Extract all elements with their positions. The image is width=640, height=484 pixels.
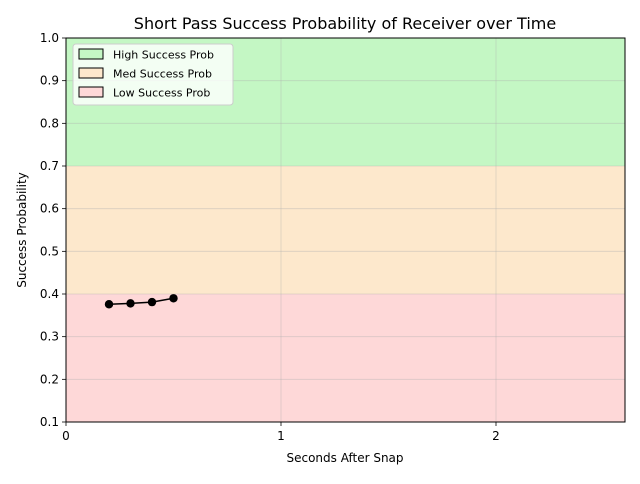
data-point bbox=[104, 300, 114, 309]
y-tick-label: 1.0 bbox=[40, 31, 59, 45]
legend-swatch-med bbox=[78, 67, 104, 79]
y-tick-label: 0.9 bbox=[40, 74, 59, 88]
series-line bbox=[108, 297, 174, 305]
data-point bbox=[169, 294, 178, 303]
legend-label-high: High Success Prob bbox=[113, 49, 214, 62]
x-axis-label: Seconds After Snap bbox=[286, 451, 403, 465]
background-bands bbox=[66, 38, 625, 422]
legend-label-low: Low Success Prob bbox=[113, 87, 210, 100]
y-tick-label: 0.6 bbox=[40, 202, 59, 216]
y-tick-label: 0.2 bbox=[40, 372, 59, 386]
y-tick-label: 0.3 bbox=[40, 330, 59, 344]
y-tick-label: 0.1 bbox=[40, 415, 59, 429]
y-axis-ticks: 0.1 0.2 0.3 0.4 0.5 0.6 0.7 0.8 0.9 1.0 bbox=[40, 31, 66, 429]
legend-swatch-low bbox=[78, 86, 104, 98]
y-axis-label: Success Probability bbox=[15, 172, 29, 288]
data-series bbox=[104, 294, 178, 309]
legend: High Success Prob Med Success Prob Low S… bbox=[72, 43, 234, 106]
data-point bbox=[126, 299, 135, 308]
x-tick-label: 1 bbox=[277, 429, 285, 443]
y-tick-label: 0.8 bbox=[40, 116, 59, 130]
legend-swatch-high bbox=[78, 48, 104, 60]
data-point bbox=[147, 297, 157, 307]
x-tick-label: 0 bbox=[62, 429, 70, 443]
y-tick-label: 0.5 bbox=[40, 244, 59, 258]
x-tick-label: 2 bbox=[492, 429, 500, 443]
band-1 bbox=[66, 166, 625, 294]
plot-frame bbox=[65, 37, 626, 423]
y-tick-label: 0.4 bbox=[40, 287, 59, 301]
chart-title: Short Pass Success Probability of Receiv… bbox=[134, 14, 556, 33]
y-tick-label: 0.7 bbox=[40, 159, 59, 173]
legend-box bbox=[72, 43, 234, 106]
legend-label-med: Med Success Prob bbox=[113, 68, 212, 81]
x-axis-ticks: 0 1 2 bbox=[62, 422, 500, 443]
band-2 bbox=[66, 294, 625, 422]
